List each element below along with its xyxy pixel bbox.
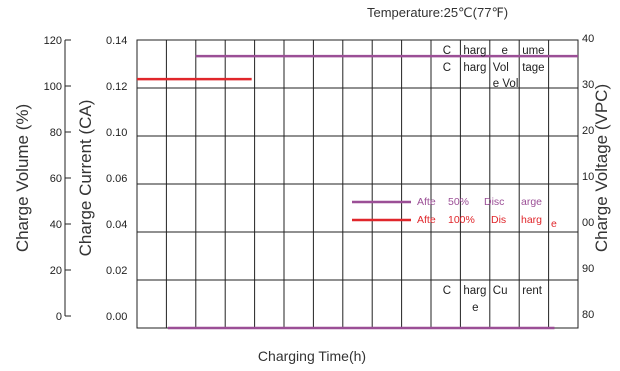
charge-volume-axis-title: Charge Volume (%) bbox=[13, 104, 32, 252]
charge-voltage-tick-label: 10 bbox=[582, 171, 594, 183]
charge-current-tick-label: 0.10 bbox=[106, 127, 127, 139]
charge-current-tick-label: 0.04 bbox=[106, 219, 127, 231]
x-axis-title: Charging Time(h) bbox=[258, 348, 366, 364]
charge-volume-tick-label: 0 bbox=[56, 311, 62, 323]
legend-label-fragment: harg bbox=[521, 214, 542, 226]
legend-label-fragment: Afte bbox=[417, 214, 436, 226]
charge-voltage-tick-label: 90 bbox=[582, 263, 594, 275]
charge-volume-tick-label: 60 bbox=[50, 173, 62, 185]
charge-voltage-tick-label: 80 bbox=[582, 309, 594, 321]
annotation-fragment-0: tage bbox=[522, 62, 544, 74]
charge-current-tick-label: 0.00 bbox=[106, 311, 127, 323]
series-lines bbox=[137, 54, 578, 330]
annotation-fragment-0: C bbox=[443, 62, 451, 74]
charge-volume-tick-label: 120 bbox=[44, 35, 62, 47]
annotation-fragment-0: ume bbox=[522, 45, 544, 57]
annotation-fragment-1: rent bbox=[522, 285, 543, 297]
annotation-fragment-0: e bbox=[502, 45, 508, 57]
annotation-fragment-0: Vol bbox=[493, 62, 509, 74]
legend-label-fragment: Disc bbox=[484, 196, 504, 208]
legend-label-fragment: Dis bbox=[491, 214, 506, 226]
charge-voltage-tick-label: 30 bbox=[582, 79, 594, 91]
axes: 120 100 80 60 40 20 0 0.14 0.12 0.10 0.06 0.04 0.02 0… bbox=[44, 33, 595, 323]
charge-voltage-axis-title: Charge Voltage (VPC) bbox=[592, 84, 611, 252]
annotation-fragment-1: C bbox=[443, 285, 451, 297]
annotation-fragment-0: harg bbox=[463, 62, 486, 74]
annotation-fragment-1: Cu bbox=[493, 285, 508, 297]
annotation-fragment-0: e Vol bbox=[493, 78, 519, 90]
legend-label-fragment: 50% bbox=[448, 196, 469, 208]
charge-volume-tick-label: 40 bbox=[50, 219, 62, 231]
annotation-fragment-0: C bbox=[443, 45, 451, 57]
annotation-fragment-1: harg bbox=[463, 285, 486, 297]
charge-volume-tick-label: 80 bbox=[50, 127, 62, 139]
charge-current-tick-label: 0.12 bbox=[106, 81, 127, 93]
charge-current-tick-label: 0.14 bbox=[106, 35, 127, 47]
charge-voltage-tick-label: 20 bbox=[582, 125, 594, 137]
charge-current-axis-title: Charge Current (CA) bbox=[76, 100, 95, 257]
charge-volume-tick-label: 100 bbox=[44, 81, 62, 93]
annotation-fragment-1: e bbox=[472, 302, 478, 314]
charge-voltage-tick-label: 40 bbox=[582, 33, 594, 45]
legend-label-fragment: arge bbox=[521, 196, 542, 208]
annotation-fragment-0: harg bbox=[463, 45, 486, 57]
grid bbox=[136, 39, 579, 329]
charge-voltage-tick-label: 00 bbox=[582, 217, 594, 229]
temperature-note: Temperature:25℃(77℉) bbox=[367, 5, 508, 20]
charge-current-tick-label: 0.06 bbox=[106, 173, 127, 185]
legend: Afte 50% Disc arge Afte 100% Dis harg e bbox=[352, 196, 557, 230]
legend-label-fragment: Afte bbox=[417, 196, 436, 208]
legend-label-fragment: e bbox=[551, 218, 557, 230]
legend-label-fragment: 100% bbox=[448, 214, 475, 226]
charge-volume-tick-label: 20 bbox=[50, 265, 62, 277]
charge-current-tick-label: 0.02 bbox=[106, 265, 127, 277]
